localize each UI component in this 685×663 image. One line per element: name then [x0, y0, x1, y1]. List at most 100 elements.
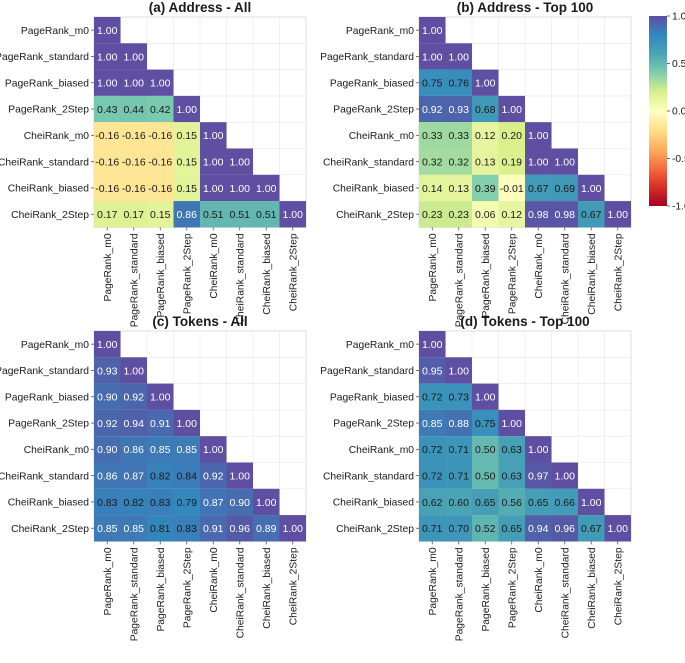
cell-value-label: 0.15 — [177, 130, 198, 142]
heatmap-cell — [173, 436, 200, 463]
cell-value-label: 1.00 — [581, 497, 602, 509]
y-tick-label: PageRank_biased — [330, 78, 414, 89]
heatmap-cell — [147, 69, 174, 96]
heatmap-cell — [94, 436, 121, 463]
heatmap-cell — [94, 95, 121, 123]
heatmap-cell — [525, 174, 552, 202]
cell-value-label: -0.16 — [95, 130, 119, 142]
heatmap-cell — [445, 436, 472, 463]
heatmap-cell — [578, 201, 605, 228]
y-tick-label: PageRank_standard — [320, 52, 414, 63]
y-tick-label: CheiRank_m0 — [349, 131, 415, 142]
cell-value-label: 0.83 — [97, 497, 118, 509]
heatmap-cell — [173, 95, 200, 123]
heatmap-cell — [445, 122, 472, 149]
heatmap-cell — [419, 409, 446, 437]
x-tick-label: CheiRank_biased — [262, 547, 273, 629]
heatmap-panel-1: (a) Address - All 1.00 1.00 1.00 1.00 1.00 1.0… — [0, 0, 307, 327]
heatmap-cell — [94, 69, 121, 96]
y-tick-label: PageRank_2Step — [333, 419, 414, 430]
cell-value-label: 0.98 — [528, 209, 549, 221]
cell-value-label: 1.00 — [502, 104, 523, 116]
heatmap-cell — [525, 515, 552, 542]
cell-value-label: 0.87 — [124, 470, 145, 482]
heatmap-cell — [200, 436, 227, 463]
y-tick-label: PageRank_standard — [320, 366, 414, 377]
cell-value-label: 1.00 — [528, 444, 549, 456]
heatmap-cell — [498, 148, 525, 175]
cell-value-label: 0.66 — [555, 497, 576, 509]
heatmap-cell — [173, 122, 200, 149]
heatmap-cell — [498, 122, 525, 149]
cell-value-label: 0.67 — [528, 183, 549, 195]
cell-value-label: 0.13 — [449, 183, 470, 195]
heatmap-cell — [419, 174, 446, 202]
heatmap-cell — [604, 201, 631, 228]
heatmap-cell — [253, 174, 280, 202]
cell-value-label: 0.12 — [475, 130, 496, 142]
cell-value-label: -0.16 — [95, 156, 119, 168]
cell-value-label: 0.15 — [150, 209, 171, 221]
cell-value-label: 0.69 — [555, 183, 576, 195]
cell-value-label: 0.88 — [449, 418, 470, 430]
cell-value-label: 1.00 — [97, 339, 118, 351]
heatmap-cell — [120, 462, 147, 489]
cell-value-label: 0.90 — [97, 444, 118, 456]
cell-value-label: 1.00 — [150, 392, 171, 404]
heatmap-cell — [445, 69, 472, 96]
cell-value-label: 0.65 — [475, 497, 496, 509]
heatmap-cell — [173, 174, 200, 202]
cell-value-label: 0.67 — [581, 209, 602, 221]
cell-value-label: 0.84 — [177, 470, 198, 482]
heatmap-cell — [445, 383, 472, 410]
cell-value-label: 0.83 — [150, 497, 171, 509]
cell-value-label: 0.32 — [422, 156, 443, 168]
x-tick-label: PageRank_standard — [129, 547, 140, 641]
cell-value-label: 1.00 — [608, 523, 629, 535]
x-tick-label: CheiRank_m0 — [534, 233, 545, 299]
x-tick-label: PageRank_m0 — [103, 233, 114, 301]
heatmap-cell — [498, 409, 525, 437]
heatmap-cell — [94, 201, 121, 228]
heatmap-cell — [445, 174, 472, 202]
heatmap-cell — [472, 122, 499, 149]
heatmap-cell — [253, 201, 280, 228]
x-tick-label: PageRank_m0 — [428, 547, 439, 615]
x-tick-label: CheiRank_2Step — [288, 547, 299, 625]
heatmap-cell — [419, 488, 446, 516]
cell-value-label: 1.00 — [475, 78, 496, 90]
y-tick-label: CheiRank_m0 — [349, 445, 415, 456]
heatmap-cell — [578, 488, 605, 516]
cell-value-label: 0.71 — [422, 523, 443, 535]
cell-value-label: 0.68 — [475, 104, 496, 116]
heatmap-cell — [419, 122, 446, 149]
heatmap-cell — [525, 488, 552, 516]
cell-value-label: 0.32 — [449, 156, 470, 168]
heatmap-cell — [445, 357, 472, 384]
cell-value-label: 0.06 — [475, 209, 496, 221]
y-tick-label: PageRank_standard — [0, 366, 89, 377]
cell-value-label: 0.98 — [555, 209, 576, 221]
heatmap-cell — [498, 462, 525, 489]
panel-title: (a) Address - All — [149, 0, 252, 15]
x-tick-label: PageRank_standard — [454, 547, 465, 641]
cell-value-label: 1.00 — [555, 156, 576, 168]
cell-value-label: 0.43 — [97, 104, 118, 116]
heatmap-cell — [419, 69, 446, 96]
cell-value-label: 0.33 — [422, 130, 443, 142]
heatmap-cell — [551, 174, 578, 202]
x-tick-label: CheiRank_m0 — [209, 233, 220, 299]
cell-value-label: 0.52 — [475, 523, 496, 535]
cell-value-label: 0.65 — [502, 523, 523, 535]
heatmap-cell — [120, 383, 147, 410]
cell-value-label: -0.16 — [122, 156, 146, 168]
cell-value-label: 0.86 — [97, 470, 118, 482]
y-tick-label: PageRank_m0 — [346, 26, 414, 37]
cell-value-label: 0.19 — [502, 156, 523, 168]
cell-value-label: 0.90 — [97, 392, 118, 404]
cell-value-label: 0.12 — [502, 209, 523, 221]
cell-value-label: -0.01 — [500, 183, 524, 195]
heatmap-cell — [173, 409, 200, 437]
heatmap-cell — [498, 201, 525, 228]
